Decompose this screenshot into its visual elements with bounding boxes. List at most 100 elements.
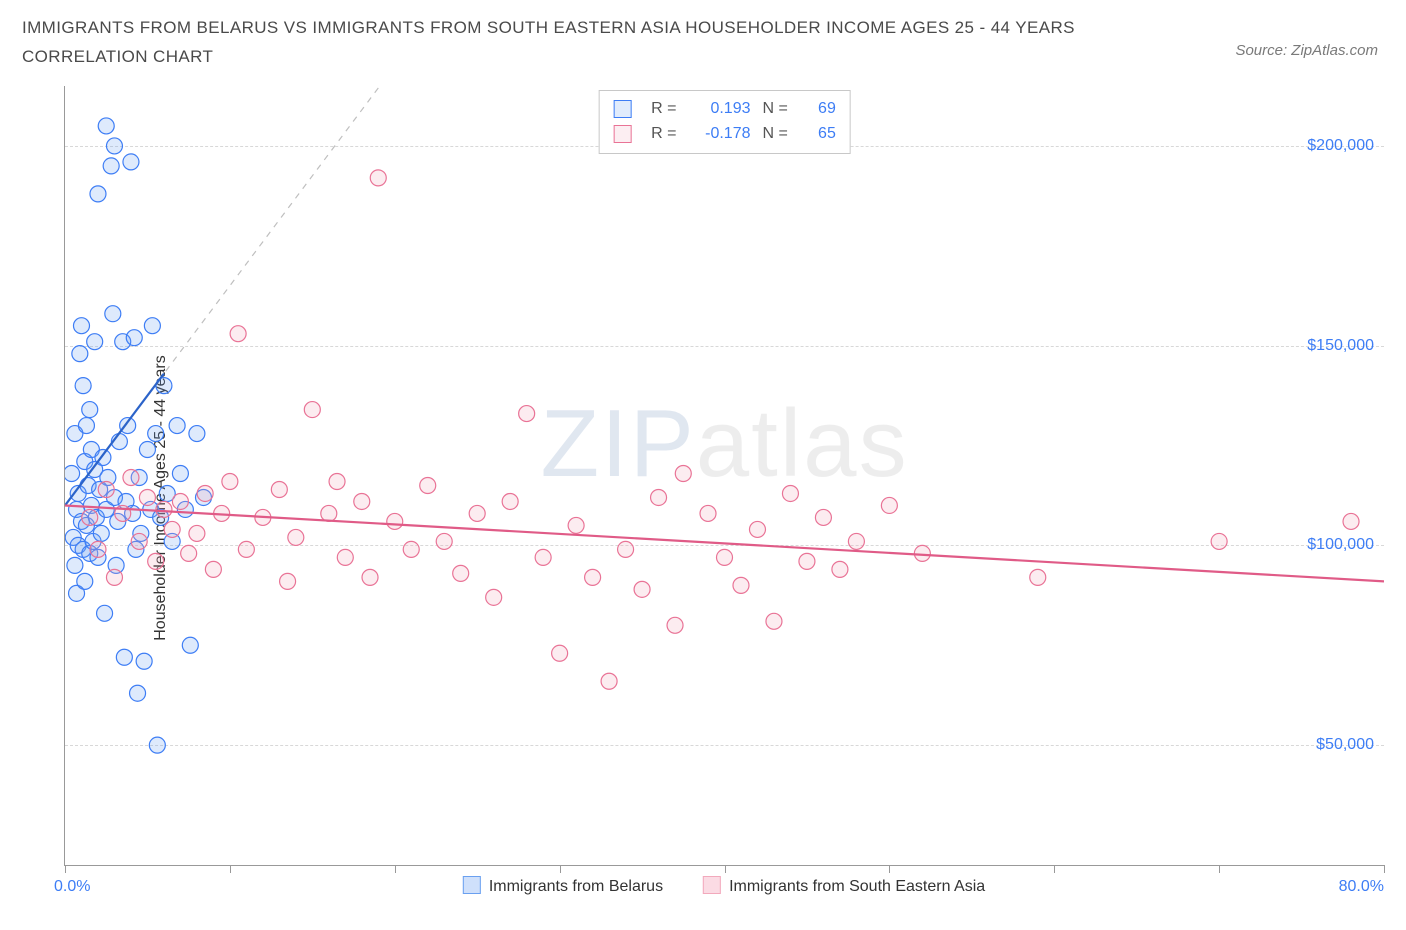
scatter-point — [105, 306, 121, 322]
scatter-point — [717, 549, 733, 565]
scatter-point — [130, 685, 146, 701]
scatter-point — [1343, 513, 1359, 529]
scatter-point — [733, 577, 749, 593]
scatter-point — [97, 605, 113, 621]
stats-row: R =-0.178N =65 — [613, 122, 836, 147]
scatter-point — [148, 426, 164, 442]
chart-source: Source: ZipAtlas.com — [1235, 42, 1378, 59]
scatter-point — [197, 485, 213, 501]
scatter-point — [136, 653, 152, 669]
stats-legend-box: R =0.193N =69R =-0.178N =65 — [598, 90, 851, 154]
legend-label: Immigrants from Belarus — [489, 878, 663, 895]
scatter-point — [82, 509, 98, 525]
stats-n-label: N = — [763, 122, 788, 147]
series-legend: Immigrants from Belarus Immigrants from S… — [463, 876, 985, 896]
scatter-point — [799, 553, 815, 569]
scatter-point — [77, 573, 93, 589]
legend-label: Immigrants from South Eastern Asia — [729, 878, 985, 895]
scatter-point — [67, 557, 83, 573]
scatter-point — [280, 573, 296, 589]
scatter-point — [362, 569, 378, 585]
scatter-point — [73, 318, 89, 334]
scatter-point — [78, 418, 94, 434]
scatter-point — [651, 489, 667, 505]
stats-swatch — [613, 100, 631, 118]
scatter-point — [337, 549, 353, 565]
scatter-point — [568, 517, 584, 533]
scatter-point — [585, 569, 601, 585]
stats-r-label: R = — [651, 122, 676, 147]
scatter-svg — [65, 86, 1384, 865]
scatter-point — [848, 533, 864, 549]
scatter-point — [601, 673, 617, 689]
scatter-point — [144, 318, 160, 334]
scatter-point — [519, 406, 535, 422]
scatter-point — [172, 466, 188, 482]
scatter-point — [453, 565, 469, 581]
scatter-point — [106, 569, 122, 585]
stats-r-label: R = — [651, 97, 676, 122]
scatter-point — [766, 613, 782, 629]
x-axis-max-label: 80.0% — [1339, 878, 1384, 896]
scatter-point — [469, 505, 485, 521]
scatter-point — [139, 489, 155, 505]
scatter-point — [634, 581, 650, 597]
scatter-point — [103, 158, 119, 174]
scatter-point — [139, 442, 155, 458]
scatter-point — [329, 473, 345, 489]
scatter-point — [172, 493, 188, 509]
stats-r-value: -0.178 — [689, 122, 751, 147]
scatter-point — [98, 481, 114, 497]
legend-swatch — [703, 876, 721, 894]
plot-area: R =0.193N =69R =-0.178N =65 ZIPatlas $50… — [64, 86, 1384, 866]
scatter-point — [782, 485, 798, 501]
scatter-point — [189, 426, 205, 442]
scatter-point — [93, 525, 109, 541]
legend-item: Immigrants from Belarus — [463, 876, 663, 896]
stats-swatch — [613, 125, 631, 143]
scatter-point — [90, 186, 106, 202]
scatter-point — [148, 553, 164, 569]
scatter-point — [131, 533, 147, 549]
scatter-point — [156, 501, 172, 517]
scatter-point — [749, 521, 765, 537]
trend-line — [65, 505, 1384, 581]
scatter-point — [90, 541, 106, 557]
scatter-point — [72, 346, 88, 362]
scatter-point — [403, 541, 419, 557]
x-axis-row: 0.0% Immigrants from BelarusImmigrants f… — [64, 872, 1384, 910]
scatter-point — [618, 541, 634, 557]
scatter-point — [222, 473, 238, 489]
scatter-point — [675, 466, 691, 482]
x-axis-min-label: 0.0% — [54, 878, 90, 896]
scatter-point — [116, 649, 132, 665]
scatter-point — [65, 466, 80, 482]
scatter-point — [420, 477, 436, 493]
scatter-point — [164, 521, 180, 537]
scatter-point — [1211, 533, 1227, 549]
scatter-point — [230, 326, 246, 342]
scatter-point — [436, 533, 452, 549]
scatter-point — [321, 505, 337, 521]
scatter-point — [205, 561, 221, 577]
scatter-point — [126, 330, 142, 346]
chart-title: IMMIGRANTS FROM BELARUS VS IMMIGRANTS FR… — [22, 14, 1384, 72]
chart-container: Householder Income Ages 25 - 44 years R … — [22, 86, 1384, 910]
legend-swatch — [463, 876, 481, 894]
scatter-point — [304, 402, 320, 418]
scatter-point — [832, 561, 848, 577]
scatter-point — [288, 529, 304, 545]
scatter-point — [1030, 569, 1046, 585]
legend-item: Immigrants from South Eastern Asia — [703, 876, 985, 896]
scatter-point — [535, 549, 551, 565]
scatter-point — [123, 469, 139, 485]
scatter-point — [354, 493, 370, 509]
scatter-point — [370, 170, 386, 186]
scatter-point — [667, 617, 683, 633]
scatter-point — [98, 118, 114, 134]
stats-n-value: 69 — [800, 97, 836, 122]
scatter-point — [149, 737, 165, 753]
scatter-point — [182, 637, 198, 653]
scatter-point — [700, 505, 716, 521]
scatter-point — [815, 509, 831, 525]
